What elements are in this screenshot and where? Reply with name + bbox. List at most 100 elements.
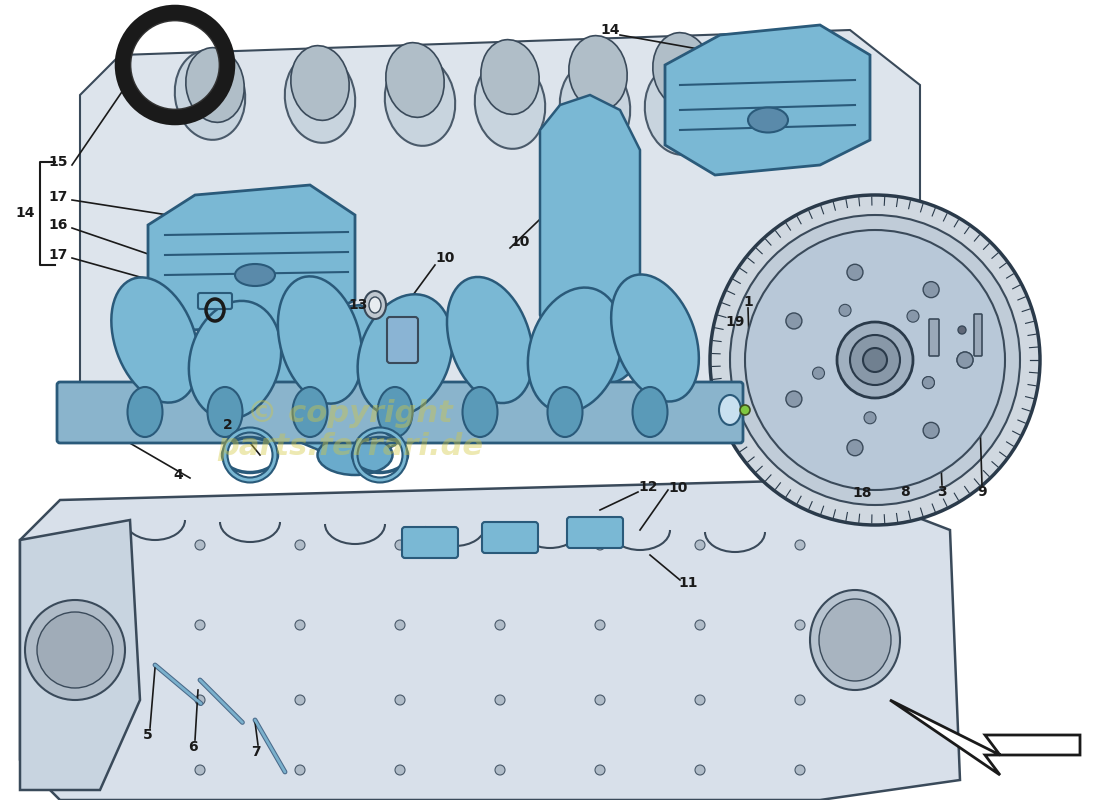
Ellipse shape — [290, 46, 349, 120]
Circle shape — [295, 540, 305, 550]
Ellipse shape — [810, 590, 900, 690]
Circle shape — [595, 620, 605, 630]
Circle shape — [923, 377, 934, 389]
Ellipse shape — [368, 297, 381, 313]
Circle shape — [95, 695, 104, 705]
Wedge shape — [118, 8, 232, 122]
Circle shape — [923, 377, 934, 389]
Circle shape — [695, 620, 705, 630]
Ellipse shape — [285, 53, 355, 143]
Polygon shape — [890, 700, 1080, 775]
Text: 10: 10 — [510, 235, 530, 249]
Circle shape — [395, 620, 405, 630]
Circle shape — [395, 695, 405, 705]
Circle shape — [958, 326, 966, 334]
Ellipse shape — [278, 276, 362, 404]
Circle shape — [695, 695, 705, 705]
Text: 1: 1 — [744, 295, 752, 309]
Circle shape — [395, 540, 405, 550]
Circle shape — [495, 695, 505, 705]
Ellipse shape — [385, 56, 455, 146]
Text: 7: 7 — [251, 745, 261, 759]
Ellipse shape — [128, 387, 163, 437]
Circle shape — [37, 612, 113, 688]
Text: 13: 13 — [349, 298, 367, 312]
Circle shape — [695, 540, 705, 550]
Text: 6: 6 — [188, 740, 198, 754]
Text: 2: 2 — [223, 418, 233, 432]
Text: 12: 12 — [638, 480, 658, 494]
Ellipse shape — [632, 387, 668, 437]
Polygon shape — [20, 480, 960, 800]
FancyBboxPatch shape — [402, 527, 458, 558]
FancyBboxPatch shape — [198, 293, 232, 309]
Circle shape — [495, 620, 505, 630]
Circle shape — [864, 412, 876, 424]
Ellipse shape — [386, 42, 444, 118]
Text: 11: 11 — [679, 576, 697, 590]
Circle shape — [295, 695, 305, 705]
Ellipse shape — [645, 65, 715, 155]
Circle shape — [740, 405, 750, 415]
Wedge shape — [222, 427, 277, 482]
Ellipse shape — [748, 107, 788, 133]
Ellipse shape — [189, 301, 282, 419]
Wedge shape — [352, 427, 407, 482]
Circle shape — [595, 540, 605, 550]
Text: 17: 17 — [48, 190, 68, 204]
Circle shape — [730, 215, 1020, 505]
Ellipse shape — [475, 59, 546, 149]
Ellipse shape — [235, 264, 275, 286]
Text: © copyright
parts.ferrari.de: © copyright parts.ferrari.de — [217, 398, 483, 462]
Polygon shape — [540, 95, 640, 370]
Text: 5: 5 — [143, 728, 153, 742]
Ellipse shape — [820, 599, 891, 681]
Circle shape — [595, 765, 605, 775]
Ellipse shape — [175, 50, 245, 140]
FancyBboxPatch shape — [482, 522, 538, 553]
Text: 16: 16 — [48, 218, 68, 232]
Ellipse shape — [186, 48, 244, 122]
Ellipse shape — [528, 287, 623, 413]
FancyBboxPatch shape — [930, 319, 939, 356]
Ellipse shape — [481, 40, 539, 114]
Circle shape — [795, 765, 805, 775]
FancyBboxPatch shape — [387, 317, 418, 363]
Polygon shape — [20, 520, 140, 790]
Circle shape — [395, 765, 405, 775]
Circle shape — [95, 540, 104, 550]
Circle shape — [847, 264, 864, 280]
Circle shape — [957, 352, 974, 368]
Ellipse shape — [111, 278, 199, 402]
Circle shape — [295, 765, 305, 775]
Circle shape — [195, 620, 205, 630]
Ellipse shape — [358, 294, 452, 416]
Text: 15: 15 — [48, 155, 68, 169]
Ellipse shape — [462, 387, 497, 437]
Ellipse shape — [652, 33, 712, 107]
Ellipse shape — [208, 387, 242, 437]
Circle shape — [847, 440, 864, 456]
Circle shape — [195, 695, 205, 705]
Polygon shape — [80, 30, 920, 430]
Circle shape — [785, 313, 802, 329]
Ellipse shape — [560, 62, 630, 152]
Circle shape — [745, 230, 1005, 490]
Ellipse shape — [569, 36, 627, 110]
Circle shape — [710, 195, 1040, 525]
Circle shape — [850, 335, 900, 385]
Polygon shape — [265, 305, 420, 460]
Circle shape — [95, 765, 104, 775]
Ellipse shape — [719, 395, 741, 425]
Text: 10: 10 — [436, 251, 454, 265]
Text: 19: 19 — [725, 315, 745, 329]
Polygon shape — [148, 185, 355, 330]
Ellipse shape — [612, 274, 698, 402]
Circle shape — [25, 600, 125, 700]
Circle shape — [195, 765, 205, 775]
Circle shape — [795, 620, 805, 630]
Text: 8: 8 — [900, 485, 910, 499]
Circle shape — [837, 322, 913, 398]
Circle shape — [908, 310, 918, 322]
Circle shape — [695, 765, 705, 775]
